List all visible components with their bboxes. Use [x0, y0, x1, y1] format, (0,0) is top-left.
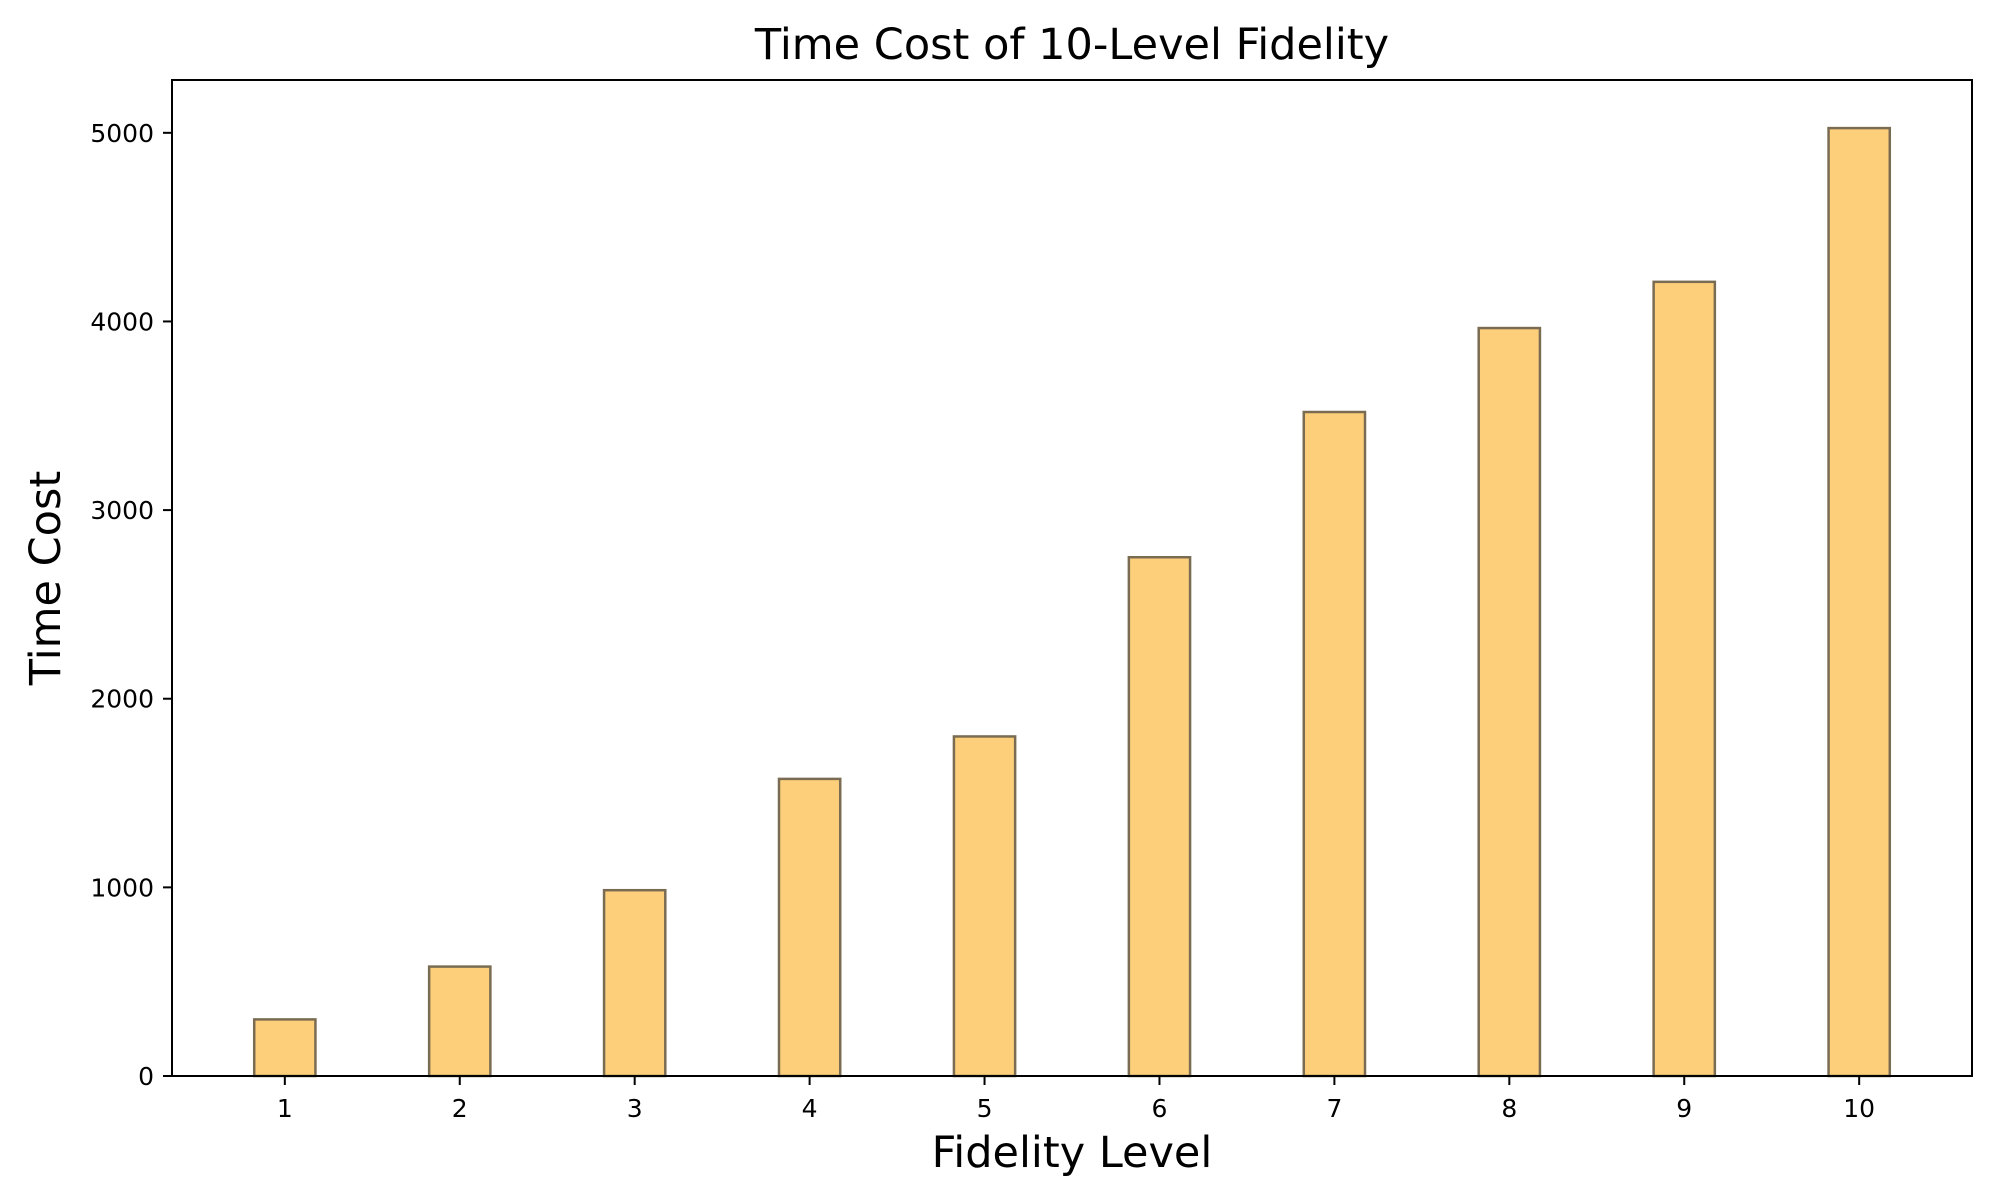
- bar-level-1: [252, 1018, 317, 1078]
- y-tick-label: 2000: [90, 685, 154, 714]
- y-tick-label: 5000: [90, 119, 154, 148]
- bar-level-7: [1302, 410, 1367, 1078]
- x-axis-ticks: 1 2 3 4 5 6 7 8 9 10: [277, 1076, 1875, 1123]
- chart-title: Time Cost of 10-Level Fidelity: [754, 20, 1389, 70]
- x-tick-label: 1: [277, 1094, 293, 1123]
- x-tick-label: 9: [1676, 1094, 1692, 1123]
- x-tick-label: 8: [1501, 1094, 1517, 1123]
- y-tick-label: 1000: [90, 873, 154, 902]
- bars-layer: [252, 126, 1892, 1078]
- bar-level-8: [1477, 326, 1542, 1078]
- bar-level-6: [1127, 556, 1192, 1078]
- x-tick-label: 2: [452, 1094, 468, 1123]
- y-axis-label: Time Cost: [21, 471, 71, 687]
- x-tick-label: 6: [1152, 1094, 1168, 1123]
- bar-level-10: [1827, 126, 1892, 1078]
- x-tick-label: 7: [1326, 1094, 1342, 1123]
- bar-level-3: [602, 888, 667, 1078]
- y-tick-label: 0: [138, 1062, 154, 1091]
- x-tick-label: 5: [977, 1094, 993, 1123]
- bar-level-2: [427, 965, 492, 1078]
- plot-frame: [171, 79, 1973, 1077]
- y-axis-ticks: 0 1000 2000 3000 4000 5000: [90, 119, 172, 1091]
- y-tick-label: 4000: [90, 307, 154, 336]
- x-axis-label: Fidelity Level: [932, 1128, 1213, 1178]
- x-tick-label: 4: [802, 1094, 818, 1123]
- bar-level-5: [952, 735, 1017, 1078]
- x-tick-label: 3: [627, 1094, 643, 1123]
- bar-level-9: [1652, 280, 1717, 1078]
- x-tick-label: 10: [1843, 1094, 1875, 1123]
- y-tick-label: 3000: [90, 496, 154, 525]
- bar-level-4: [777, 777, 842, 1078]
